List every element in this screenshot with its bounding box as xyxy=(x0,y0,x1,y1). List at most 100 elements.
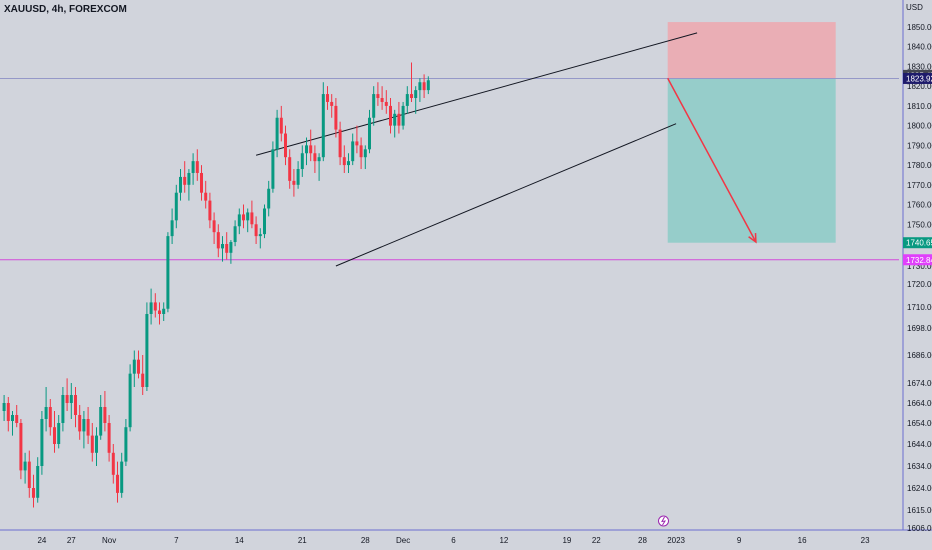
price-tick-label: 1730.00 xyxy=(907,262,932,271)
candle-body xyxy=(233,226,237,243)
price-tick-label: 1820.00 xyxy=(907,82,932,91)
time-tick-label: 21 xyxy=(298,536,307,545)
candle-body xyxy=(338,129,342,158)
price-tick-label: 1615.00 xyxy=(907,506,932,515)
candle-body xyxy=(36,466,40,498)
candle-body xyxy=(132,359,136,374)
candle-body xyxy=(216,232,220,249)
candle-body xyxy=(95,435,98,453)
candle-body xyxy=(116,474,119,493)
currency-label: USD xyxy=(906,3,923,12)
candle-body xyxy=(342,157,346,166)
candle-body xyxy=(351,141,355,162)
candle-body xyxy=(78,415,82,432)
candle-body xyxy=(195,161,199,173)
candle-body xyxy=(74,395,77,415)
candle-body xyxy=(103,407,107,423)
candle-body xyxy=(153,302,157,311)
candle-body xyxy=(19,423,23,471)
candle-body xyxy=(187,172,191,185)
candle-body xyxy=(15,415,19,423)
price-tick-label: 1698.00 xyxy=(907,324,932,333)
candle-body xyxy=(363,149,367,158)
candle-body xyxy=(405,94,409,106)
price-tick-label: 1624.00 xyxy=(907,484,932,493)
candle-body xyxy=(90,435,94,453)
time-tick-label: 6 xyxy=(451,536,456,545)
candle-body xyxy=(334,105,338,130)
candle-body xyxy=(221,244,224,249)
candle-body xyxy=(32,488,35,498)
candle-body xyxy=(368,117,371,150)
candle-body xyxy=(258,234,262,237)
candle-body xyxy=(170,220,174,237)
candle-body xyxy=(305,145,308,154)
price-tick-label: 1750.00 xyxy=(907,220,932,229)
candle-body xyxy=(174,192,178,221)
candle-body xyxy=(6,403,10,421)
price-tick-label: 1810.00 xyxy=(907,102,932,111)
target-zone xyxy=(667,78,836,243)
candle-body xyxy=(321,94,325,158)
candle-body xyxy=(389,105,392,126)
candle-body xyxy=(288,157,292,181)
candle-body xyxy=(296,169,300,185)
candle-body xyxy=(326,94,329,102)
candle-body xyxy=(23,461,27,471)
price-tick-label: 1606.00 xyxy=(907,524,932,533)
candle-body xyxy=(149,302,153,314)
price-tag xyxy=(903,254,932,266)
time-tick-label: 16 xyxy=(798,536,807,545)
candle-body xyxy=(372,94,376,118)
candle-body xyxy=(246,212,250,221)
time-tick-label: 27 xyxy=(67,536,76,545)
time-tick-label: Dec xyxy=(396,536,410,545)
candle-body xyxy=(82,419,86,432)
candle-body xyxy=(40,419,44,466)
price-tick-label: 1644.00 xyxy=(907,440,932,449)
candle-body xyxy=(162,308,166,314)
price-tick-label: 1664.00 xyxy=(907,399,932,408)
candle-body xyxy=(86,419,90,436)
candle-body xyxy=(317,157,321,162)
candle-body xyxy=(410,94,413,99)
price-tick-label: 1830.00 xyxy=(907,62,932,71)
candle-body xyxy=(330,101,334,106)
candle-body xyxy=(284,133,287,158)
candle-body xyxy=(309,145,313,154)
candle-body xyxy=(158,310,161,314)
candle-body xyxy=(65,395,69,403)
candle-body xyxy=(359,145,363,158)
candle-body xyxy=(422,82,426,91)
candle-body xyxy=(145,314,149,387)
time-tick-label: 9 xyxy=(737,536,742,545)
candle-body xyxy=(275,117,279,150)
time-tick-label: 2023 xyxy=(667,536,685,545)
time-tick-label: Nov xyxy=(102,536,116,545)
time-tick-label: 28 xyxy=(638,536,647,545)
candle-body xyxy=(57,423,61,444)
candle-body xyxy=(397,113,401,126)
candle-body xyxy=(107,423,111,453)
candle-body xyxy=(279,117,283,134)
symbol-title: XAUUSD, 4h, FOREXCOM xyxy=(4,4,127,15)
candle-body xyxy=(99,407,103,436)
price-tick-label: 1790.00 xyxy=(907,141,932,150)
candle-body xyxy=(212,220,216,233)
candle-body xyxy=(183,176,187,185)
price-tag-label: 1823.92 xyxy=(906,74,932,83)
candle-body xyxy=(376,94,380,99)
price-tag-label: 1740.65 xyxy=(906,239,932,248)
candle-body xyxy=(141,373,145,387)
candle-body xyxy=(229,242,233,253)
candle-body xyxy=(69,395,73,403)
candle-body xyxy=(179,176,182,193)
candle-body xyxy=(61,395,65,423)
price-tick-label: 1840.00 xyxy=(907,43,932,52)
projection-arrow-line xyxy=(667,77,757,243)
candle-body xyxy=(380,98,384,102)
candle-body xyxy=(225,244,229,253)
candle-body xyxy=(11,415,14,421)
price-tag-label: 1732.84 xyxy=(906,256,932,265)
